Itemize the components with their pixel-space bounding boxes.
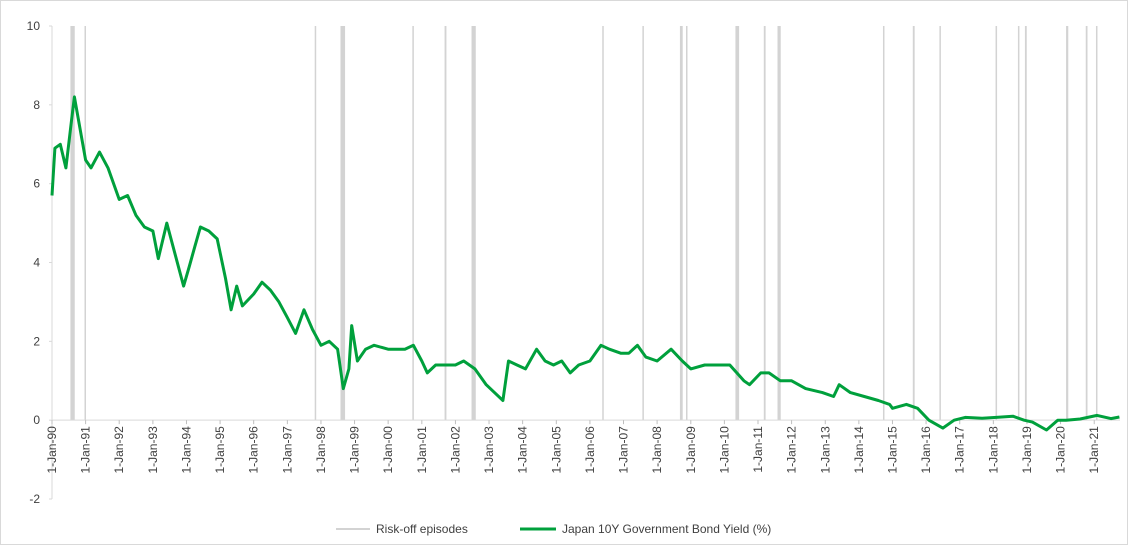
legend-label: Risk-off episodes xyxy=(376,522,468,536)
x-tick-label: 1-Jan-98 xyxy=(314,426,328,474)
y-tick-label: 10 xyxy=(27,19,41,33)
risk-off-band xyxy=(1017,26,1020,421)
x-tick-label: 1-Jan-96 xyxy=(247,426,261,474)
x-tick-label: 1-Jan-90 xyxy=(45,426,59,474)
x-tick-label: 1-Jan-18 xyxy=(986,426,1000,474)
x-tick-label: 1-Jan-02 xyxy=(448,426,462,474)
x-tick-label: 1-Jan-92 xyxy=(112,426,126,474)
y-tick-label: 0 xyxy=(33,413,40,427)
x-tick-label: 1-Jan-13 xyxy=(818,426,832,474)
risk-off-band xyxy=(777,26,781,421)
y-tick-label: 6 xyxy=(33,177,40,191)
y-tick-label: -2 xyxy=(29,492,40,506)
risk-off-band xyxy=(314,26,317,421)
x-tick-label: 1-Jan-01 xyxy=(415,426,429,474)
risk-off-band xyxy=(70,26,75,421)
x-tick-label: 1-Jan-04 xyxy=(516,426,530,474)
x-tick-label: 1-Jan-97 xyxy=(280,426,294,474)
x-tick-label: 1-Jan-07 xyxy=(617,426,631,474)
x-tick-label: 1-Jan-20 xyxy=(1054,426,1068,474)
risk-off-band xyxy=(1024,26,1027,421)
x-tick-label: 1-Jan-21 xyxy=(1087,426,1101,474)
y-tick-label: 4 xyxy=(33,256,40,270)
x-tick-label: 1-Jan-91 xyxy=(79,426,93,474)
risk-off-band xyxy=(444,26,447,421)
series-line xyxy=(50,95,1120,432)
risk-off-band xyxy=(602,26,604,421)
risk-off-band xyxy=(939,26,941,421)
risk-off-band xyxy=(763,26,766,421)
y-tick-label: 8 xyxy=(33,98,40,112)
x-tick-label: 1-Jan-05 xyxy=(549,426,563,474)
x-tick-label: 1-Jan-19 xyxy=(1020,426,1034,474)
x-tick-label: 1-Jan-11 xyxy=(751,426,765,473)
risk-off-band xyxy=(995,26,998,421)
x-tick-label: 1-Jan-06 xyxy=(583,426,597,474)
risk-off-band xyxy=(340,26,346,421)
risk-off-band xyxy=(412,26,414,421)
risk-off-band xyxy=(642,26,644,421)
x-tick-label: 1-Jan-03 xyxy=(482,426,496,474)
legend-label: Japan 10Y Government Bond Yield (%) xyxy=(562,522,771,536)
x-tick-label: 1-Jan-93 xyxy=(146,426,160,474)
x-tick-label: 1-Jan-99 xyxy=(348,426,362,474)
risk-off-band xyxy=(912,26,915,421)
x-tick-label: 1-Jan-16 xyxy=(919,426,933,474)
risk-off-band xyxy=(882,26,885,421)
x-tick-label: 1-Jan-00 xyxy=(381,426,395,474)
y-tick-label: 2 xyxy=(33,334,40,348)
risk-off-band xyxy=(686,26,688,421)
risk-off-band xyxy=(679,26,683,421)
x-tick-label: 1-Jan-12 xyxy=(785,426,799,474)
x-tick-label: 1-Jan-95 xyxy=(213,426,227,474)
risk-off-band xyxy=(1066,26,1069,421)
x-tick-label: 1-Jan-08 xyxy=(650,426,664,474)
x-tick-label: 1-Jan-14 xyxy=(852,426,866,474)
x-tick-label: 1-Jan-15 xyxy=(885,426,899,474)
x-tick-label: 1-Jan-17 xyxy=(953,426,967,474)
risk-off-band xyxy=(735,26,740,421)
x-tick-label: 1-Jan-10 xyxy=(717,426,731,474)
risk-off-band xyxy=(1095,26,1098,421)
risk-off-band xyxy=(1085,26,1088,421)
risk-off-band xyxy=(84,26,86,421)
x-tick-label: 1-Jan-09 xyxy=(684,426,698,474)
risk-off-band xyxy=(471,26,476,421)
x-tick-label: 1-Jan-94 xyxy=(179,426,193,474)
